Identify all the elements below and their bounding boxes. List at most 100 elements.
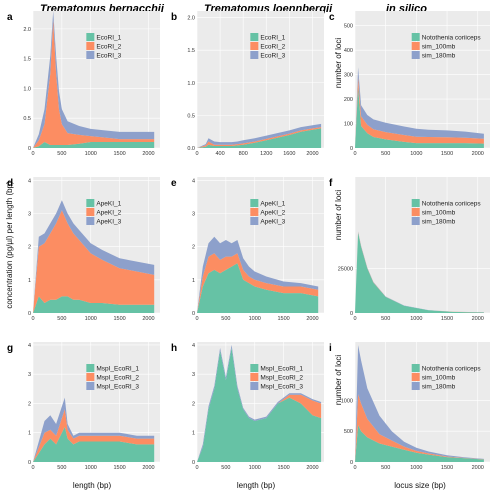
legend-label: MspI_EcoRI_1	[260, 366, 303, 373]
x-tick-label: 500	[381, 151, 390, 157]
y-tick-label: 0	[192, 311, 195, 317]
legend-label: sim_180mb	[422, 219, 456, 226]
y-tick-label: 0	[28, 146, 31, 152]
y-tick-label: 25000	[338, 266, 353, 272]
legend-label: sim_180mb	[422, 384, 456, 391]
legend-swatch	[411, 364, 420, 372]
x-tick-label: 500	[221, 316, 230, 322]
y-axis-label-loci-c: number of loci	[334, 38, 343, 88]
x-tick-label: 2000	[142, 465, 154, 471]
legend-label: EcoRI_3	[96, 53, 121, 60]
legend-swatch	[86, 364, 95, 372]
x-tick-label: 1500	[113, 465, 125, 471]
legend-swatch	[411, 208, 420, 216]
legend-swatch	[250, 42, 259, 50]
series-area-b-3	[197, 123, 322, 148]
panel-letter-e: e	[171, 178, 177, 189]
y-tick-label: 1.0	[23, 86, 31, 92]
y-tick-label: 2.0	[187, 16, 195, 22]
series-area-a-3	[33, 11, 155, 148]
legend-label: EcoRI_2	[96, 44, 121, 51]
legend-label: EcoRI_2	[260, 44, 285, 51]
series-area-i-3	[355, 345, 484, 462]
x-tick-label: 1500	[441, 151, 453, 157]
series-area-c-3	[355, 67, 484, 148]
legend-swatch	[250, 33, 259, 41]
panel-f: 0 25000 0 500 1000 1500 2000 f Notothenia coriic…	[329, 177, 490, 322]
x-tick-label: 500	[381, 316, 390, 322]
x-tick-label: 1000	[85, 465, 97, 471]
y-tick-label: 4	[28, 343, 31, 349]
panel-letter-b: b	[171, 12, 177, 23]
series-area-b-2	[197, 127, 322, 148]
legend-label: EcoRI_1	[96, 35, 121, 42]
legend-swatch	[250, 382, 259, 390]
x-tick-label: 2000	[142, 151, 154, 157]
y-tick-label: 200	[344, 97, 353, 103]
legend-label: Notothenia coriiceps	[422, 201, 482, 208]
panel-letter-f: f	[329, 178, 333, 189]
panel-letter-a: a	[7, 12, 13, 23]
legend-label: ApeKI_2	[260, 210, 285, 217]
panel-d: 0 1 2 3 4 0 500 1000 1500 2000 d ApeKI_1 ApeKI_2 ApeK…	[7, 177, 160, 322]
legend-swatch	[411, 382, 420, 390]
y-tick-label: 0.5	[23, 116, 31, 122]
y-tick-label: 1	[28, 431, 31, 437]
y-tick-label: 500	[344, 24, 353, 30]
panel-e: 0 1 2 3 4 0 500 1000 1500 2000 e ApeKI_1 ApeKI_2 ApeK…	[171, 177, 324, 322]
y-tick-label: 3	[28, 372, 31, 378]
x-tick-label: 1000	[249, 316, 261, 322]
y-tick-label: 1.5	[187, 48, 195, 54]
x-tick-label: 1600	[283, 151, 295, 157]
y-tick-label: 0	[192, 460, 195, 466]
legend-label: MspI_EcoRI_3	[96, 384, 139, 391]
panel-b: 0.0 0.5 1.0 1.5 2.0 0 400 800 1200 1600 2000 b EcoRI…	[171, 11, 324, 157]
x-tick-label: 0	[195, 151, 198, 157]
x-axis-label-g: length (bp)	[73, 481, 112, 490]
y-tick-label: 0.0	[187, 146, 195, 152]
legend-swatch	[411, 51, 420, 59]
legend-swatch	[86, 33, 95, 41]
x-tick-label: 500	[381, 465, 390, 471]
x-tick-label: 2000	[142, 316, 154, 322]
y-tick-label: 0.5	[187, 113, 195, 119]
legend-label: ApeKI_1	[96, 201, 121, 208]
series-area-i-2	[355, 394, 484, 462]
legend-swatch	[86, 217, 95, 225]
y-tick-label: 0	[350, 311, 353, 317]
y-tick-label: 1000	[341, 398, 353, 404]
legend-label: EcoRI_3	[260, 53, 285, 60]
y-tick-label: 300	[344, 73, 353, 79]
x-tick-label: 2000	[472, 465, 484, 471]
x-tick-label: 400	[215, 151, 224, 157]
panel-i: 0 500 1000 0 500 1000 1500 2000 i Notothenia cori…	[329, 342, 490, 471]
x-tick-label: 1000	[85, 151, 97, 157]
y-tick-label: 0	[350, 146, 353, 152]
plot-background-b	[197, 11, 324, 148]
x-tick-label: 2000	[306, 316, 318, 322]
y-tick-label: 2	[192, 245, 195, 251]
legend-label: sim_100mb	[422, 375, 456, 382]
legend-label: MspI_EcoRI_2	[96, 375, 139, 382]
legend-swatch	[411, 199, 420, 207]
panel-c: 0 100 200 300 400 500 0 500 1000 1500 2000 c Notothe…	[329, 11, 490, 157]
legend-swatch	[86, 382, 95, 390]
y-tick-label: 4	[192, 343, 195, 349]
legend-swatch	[250, 217, 259, 225]
legend-label: Notothenia coriiceps	[422, 35, 482, 42]
legend-label: sim_100mb	[422, 210, 456, 217]
x-tick-label: 500	[57, 151, 66, 157]
series-area-a-2	[33, 19, 155, 149]
legend-swatch	[86, 208, 95, 216]
x-axis-label-h: length (bp)	[237, 481, 276, 490]
x-tick-label: 1000	[85, 316, 97, 322]
y-tick-label: 3	[28, 211, 31, 217]
x-tick-label: 1500	[441, 316, 453, 322]
legend-swatch	[86, 199, 95, 207]
panel-letter-g: g	[7, 343, 13, 354]
legend-swatch	[250, 51, 259, 59]
x-tick-label: 0	[353, 465, 356, 471]
y-tick-label: 3	[192, 372, 195, 378]
y-tick-label: 2.0	[23, 27, 31, 33]
x-tick-label: 2000	[472, 151, 484, 157]
